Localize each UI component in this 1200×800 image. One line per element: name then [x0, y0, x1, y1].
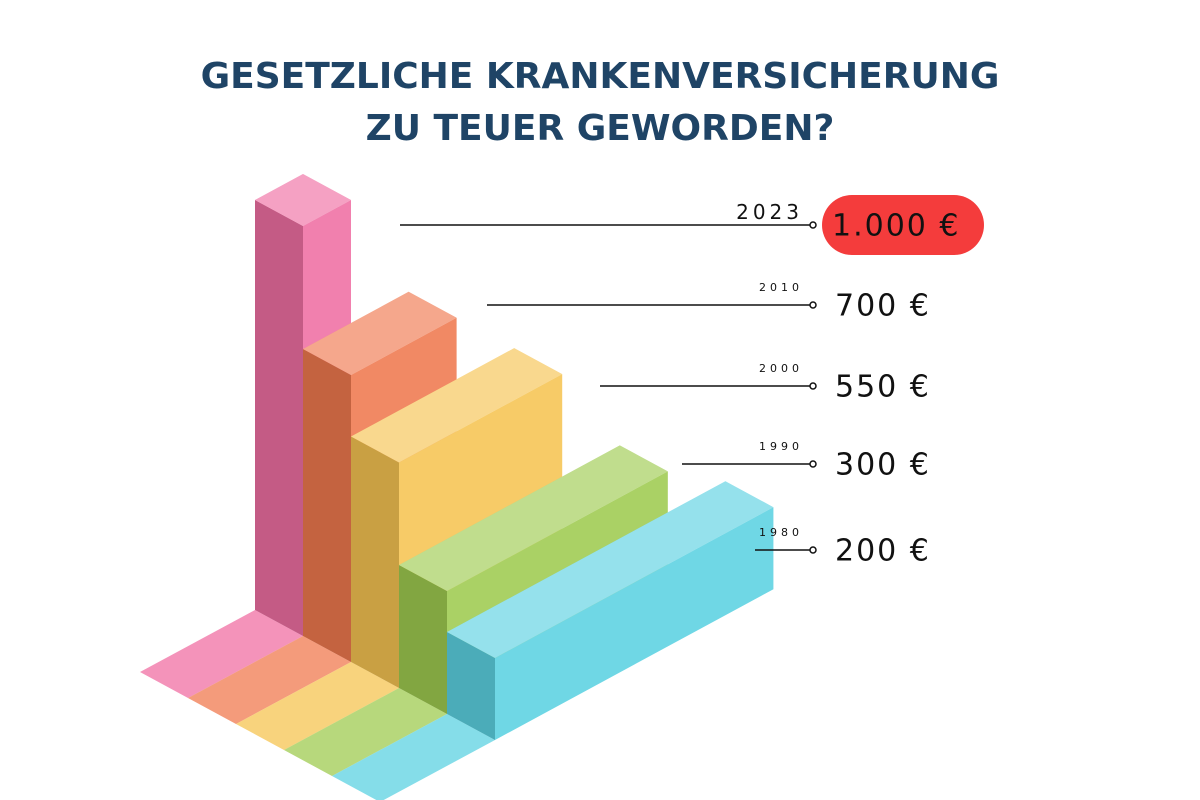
- year-label: 2023: [736, 200, 803, 224]
- bar-top: [447, 481, 774, 658]
- value-label: 300 €: [835, 448, 931, 483]
- bar-front: [303, 349, 351, 662]
- year-label: 2010: [759, 281, 803, 294]
- bar-top: [255, 174, 351, 226]
- bar-top-shade: [447, 481, 774, 658]
- value-label: 200 €: [835, 534, 931, 569]
- title-line: ZU TEUER GEWORDEN?: [366, 108, 835, 149]
- bar-front: [399, 565, 447, 714]
- floor-strip: [236, 662, 399, 750]
- highlight-pill: [822, 195, 984, 255]
- bar-front-shade: [351, 436, 399, 688]
- bar-front-shade: [255, 200, 303, 636]
- year-label: 2000: [759, 362, 803, 375]
- floor-strip: [188, 636, 351, 724]
- title-line: GESETZLICHE KRANKENVERSICHERUNG: [201, 56, 1000, 97]
- bar-top-shade: [351, 348, 563, 463]
- bar: [447, 481, 774, 740]
- year-label: 1990: [759, 440, 803, 453]
- labels: 2023 1.000 € 2010 700 € 2000 550 € 1990 300 € 19…: [400, 195, 984, 569]
- leader-dot: [809, 546, 817, 554]
- bar-front-shade: [303, 349, 351, 662]
- floor-strip: [140, 610, 303, 698]
- year-label: 1980: [759, 526, 803, 539]
- bar-top-shade: [399, 445, 668, 591]
- floor-strip: [332, 714, 495, 800]
- bar-front-shade: [447, 632, 495, 740]
- bar-top: [351, 348, 563, 463]
- value-label: 550 €: [835, 370, 931, 405]
- bar-front: [255, 200, 303, 636]
- floor-strip: [284, 688, 447, 776]
- bar-top-shade: [255, 174, 351, 226]
- value-label: 700 €: [835, 289, 931, 324]
- bar-front-shade: [399, 565, 447, 714]
- bar-top-shade: [303, 291, 457, 375]
- leader-dot: [809, 460, 817, 468]
- bars: [255, 174, 774, 740]
- floor: [140, 610, 495, 800]
- bar-side: [495, 507, 774, 740]
- leader-dot: [809, 382, 817, 390]
- bar-front: [447, 632, 495, 740]
- bar-side-shade: [495, 507, 774, 740]
- bar-top: [303, 291, 457, 375]
- bar-top: [399, 445, 668, 591]
- bar-front: [351, 436, 399, 688]
- value-label: 1.000 €: [832, 209, 961, 244]
- leader-dot: [809, 301, 817, 309]
- leader-dot: [809, 221, 817, 229]
